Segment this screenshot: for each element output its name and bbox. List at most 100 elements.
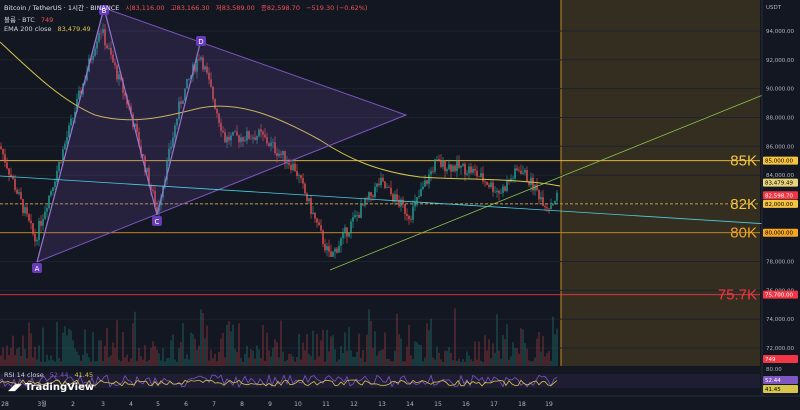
volume-bar xyxy=(338,359,340,366)
candle-body xyxy=(0,146,2,150)
volume-bar xyxy=(536,338,538,366)
volume-bar xyxy=(250,349,252,366)
symbol-title[interactable]: Bitcoin / TetherUS · 1시간 · BINANCE xyxy=(4,4,120,12)
abcd-pattern-line xyxy=(36,5,202,263)
volume-bar xyxy=(416,342,418,366)
volume-bar xyxy=(244,353,246,366)
candle-body xyxy=(456,160,458,172)
volume-bar xyxy=(168,357,170,366)
volume-bar xyxy=(214,353,216,366)
candle-body xyxy=(412,206,414,220)
volume-bar xyxy=(94,361,96,366)
candle-body xyxy=(188,78,190,80)
volume-bar xyxy=(82,354,84,366)
rsi-badge-label: 41.45 xyxy=(765,387,781,393)
candle-body xyxy=(268,143,270,146)
volume-bar xyxy=(386,359,388,366)
volume-bar xyxy=(0,355,2,366)
candle-body xyxy=(380,177,382,186)
candle-body xyxy=(136,124,138,132)
volume-bar xyxy=(96,361,98,366)
volume-legend[interactable]: 볼륨 · BTC 749 xyxy=(4,14,57,24)
volume-bar xyxy=(540,351,542,366)
volume-bar xyxy=(384,332,386,366)
volume-bar xyxy=(246,345,248,366)
candle-body xyxy=(52,187,54,192)
candle-body xyxy=(86,71,88,81)
volume-bar xyxy=(554,334,556,366)
candle-body xyxy=(232,131,234,136)
volume-bar xyxy=(538,331,540,366)
candle-body xyxy=(536,184,538,191)
volume-bar xyxy=(456,360,458,366)
candle-body xyxy=(104,29,106,46)
rsi-legend[interactable]: RSI 14 close 52.44 41.45 xyxy=(4,371,97,379)
candle-body xyxy=(148,168,150,186)
candle-body xyxy=(528,181,530,185)
volume-bar xyxy=(66,335,68,366)
pattern-point-d xyxy=(196,36,206,46)
level-label-75.7k: 75.7K xyxy=(718,287,757,304)
volume-bar xyxy=(334,349,336,366)
candle-body xyxy=(426,180,428,184)
candle-body xyxy=(482,173,484,182)
candle-body xyxy=(98,32,100,42)
volume-bar xyxy=(346,350,348,366)
volume-bar xyxy=(312,330,314,366)
candle-body xyxy=(504,186,506,191)
volume-bar xyxy=(468,355,470,366)
volume-bar xyxy=(524,342,526,366)
candle-body xyxy=(492,182,494,192)
volume-bar xyxy=(174,359,176,366)
volume-bar xyxy=(104,346,106,366)
candle-body xyxy=(472,168,474,173)
candle-body xyxy=(176,118,178,126)
volume-bar xyxy=(230,331,232,366)
candle-body xyxy=(230,135,232,141)
volume-bar xyxy=(238,323,240,366)
volume-bar xyxy=(120,361,122,366)
volume-bar xyxy=(280,320,282,366)
volume-bar xyxy=(150,347,152,366)
time-tick: 5 xyxy=(156,401,160,408)
candle-body xyxy=(172,137,174,147)
candle-body xyxy=(142,153,144,157)
price-tick: 78,000.00 xyxy=(766,260,794,266)
ema-value: 83,479.49 xyxy=(57,25,91,33)
time-tick: 8 xyxy=(240,401,244,408)
candle-body xyxy=(266,137,268,144)
candle-body xyxy=(150,185,152,190)
volume-bar xyxy=(454,308,456,366)
candle-body xyxy=(92,55,94,61)
candle-body xyxy=(10,174,12,177)
volume-bar xyxy=(128,361,130,366)
candle-body xyxy=(212,86,214,100)
volume-bar xyxy=(308,353,310,366)
candle-body xyxy=(534,184,536,191)
candle-body xyxy=(114,62,116,66)
candle-body xyxy=(462,163,464,166)
candle-body xyxy=(452,165,454,172)
volume-bar xyxy=(232,324,234,366)
rsi-line xyxy=(0,373,558,388)
price-tick: 72,000.00 xyxy=(766,346,794,352)
volume-bar xyxy=(86,353,88,366)
candle-body xyxy=(170,146,172,149)
volume-bar xyxy=(330,336,332,366)
volume-bar xyxy=(218,351,220,366)
candle-body xyxy=(246,131,248,141)
volume-bar xyxy=(270,356,272,366)
volume-bar xyxy=(6,345,8,366)
price-tick: 84,000.00 xyxy=(766,173,794,179)
volume-bar xyxy=(22,335,24,366)
ema-legend[interactable]: EMA 200 close 83,479.49 xyxy=(4,25,95,33)
pattern-point-label: C xyxy=(155,218,160,226)
tradingview-logo[interactable]: ◢◤ TradingView xyxy=(8,382,94,393)
volume-bar xyxy=(378,351,380,366)
rsi-badge-label: 52.44 xyxy=(765,378,781,384)
candle-body xyxy=(382,177,384,182)
volume-bar xyxy=(420,344,422,366)
level-label-85k: 85K xyxy=(730,153,757,170)
volume-bar xyxy=(208,360,210,366)
